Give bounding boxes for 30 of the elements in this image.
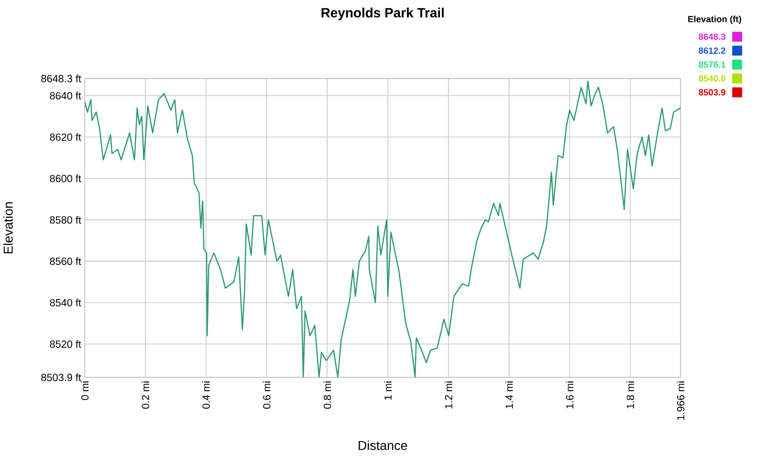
chart-title: Reynolds Park Trail — [322, 8, 444, 20]
x-tick-label: 1.2 mi — [444, 382, 452, 408]
y-tick-label: 8503.9 ft — [41, 374, 82, 382]
color-bar-label: 8576.1 — [698, 61, 726, 68]
color-bar-title: Elevation (ft) — [688, 16, 742, 24]
x-tick-label: 1.8 mi — [626, 382, 634, 408]
x-tick-label: 0.6 mi — [262, 382, 270, 409]
y-tick-label: 8560 ft — [50, 258, 82, 266]
y-tick-label: 8640 ft — [50, 92, 82, 100]
color-bar-label: 8540.0 — [698, 75, 726, 82]
y-tick-label: 8540 ft — [50, 298, 82, 307]
y-tick-label: 8600 ft — [50, 174, 82, 182]
color-bar-label: 8503.9 — [698, 89, 726, 96]
y-axis-title: Elevation — [3, 202, 13, 254]
x-tick-label: 1.966 mi — [676, 382, 684, 420]
line-series — [84, 80, 681, 378]
y-tick-label: 8648.3 ft — [41, 74, 82, 82]
x-axis-title: Distance — [358, 440, 408, 450]
x-tick-label: 0.4 mi — [202, 382, 210, 409]
x-tick-label: 0.8 mi — [323, 382, 332, 409]
y-tick-label: 8580 ft — [50, 216, 82, 224]
x-tick-label: 1.4 mi — [505, 382, 513, 408]
color-bar-label: 8648.3 — [698, 34, 726, 40]
x-tick-label: 0.2 mi — [142, 382, 150, 409]
y-tick-label: 8520 ft — [50, 340, 82, 348]
x-tick-label: 1 mi — [384, 382, 392, 400]
color-bar-label: 8612.2 — [698, 48, 726, 54]
y-tick-label: 8620 ft — [50, 133, 82, 141]
x-tick-label: 0 mi — [80, 382, 89, 400]
x-tick-label: 1.6 mi — [566, 382, 574, 408]
